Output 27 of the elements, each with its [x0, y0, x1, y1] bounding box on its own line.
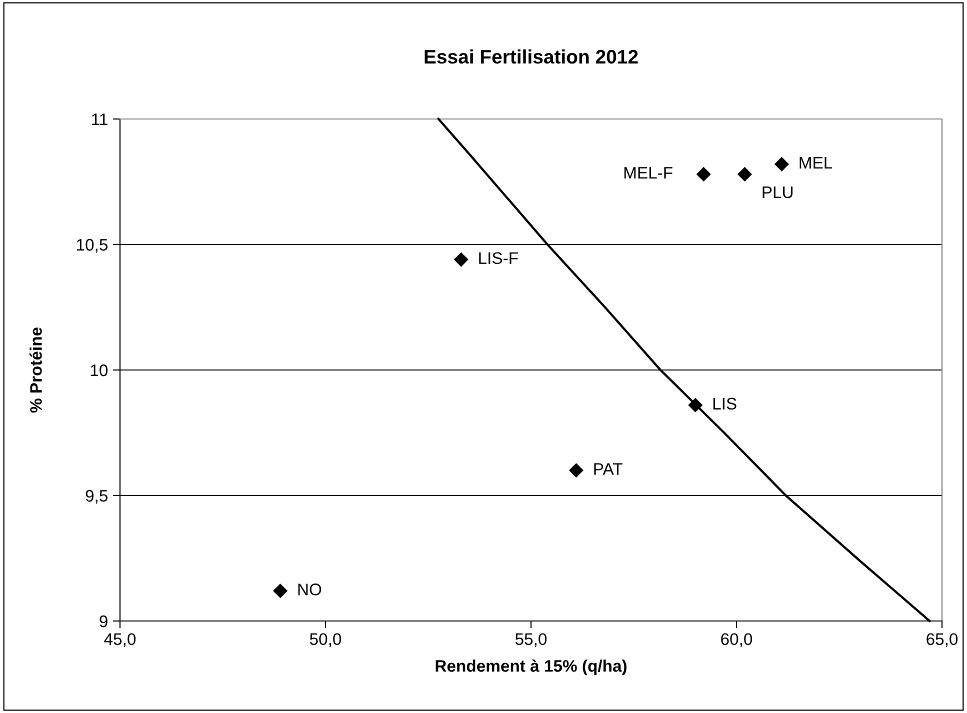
x-tick-label: 65,0 — [926, 633, 958, 648]
y-tick-label: 10 — [90, 364, 108, 376]
x-tick-label: 60,0 — [721, 633, 752, 648]
point — [568, 463, 584, 478]
annotation: LIS — [713, 398, 736, 410]
point — [737, 166, 752, 182]
annotation: MEL-F — [624, 167, 672, 179]
y-tick-label: 10,5 — [77, 238, 108, 253]
y-axis-title: % Protéine — [30, 328, 42, 413]
x-axis-title: Rendement à 15% (q/ha) — [436, 659, 626, 676]
point — [774, 156, 789, 172]
chart-title: Essai Fertilisation 2012 — [424, 49, 638, 64]
x-tick-label: 55,0 — [515, 633, 547, 648]
y-tick-label: 9 — [100, 615, 108, 628]
point — [696, 166, 711, 182]
annotation: MEL — [800, 157, 832, 168]
x-tick-label: 50,0 — [310, 633, 342, 648]
y-tick-label: 9,5 — [86, 490, 108, 504]
point — [454, 252, 468, 267]
annotation: LIS-F — [479, 252, 518, 264]
x-tick-label: 45,0 — [104, 633, 136, 648]
y-tick-label: 11 — [92, 114, 108, 126]
annotation: PLU — [762, 186, 793, 198]
annotation: NO — [298, 584, 322, 596]
point — [688, 398, 703, 412]
point — [273, 584, 288, 598]
annotation: PAT — [594, 463, 622, 475]
